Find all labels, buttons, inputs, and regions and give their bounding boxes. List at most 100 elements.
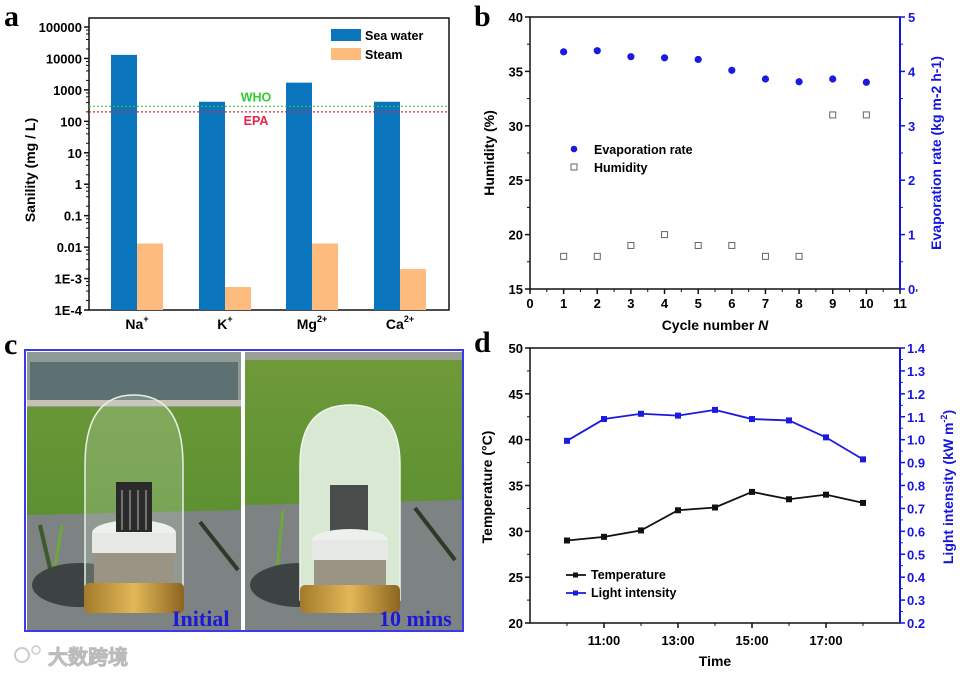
point-light-intensity bbox=[564, 437, 570, 444]
point-humidity bbox=[627, 241, 635, 249]
y-tick-label: 40 bbox=[509, 433, 523, 448]
x-tick-label: K+ bbox=[217, 314, 232, 332]
y-axis-label: Humidity (%) bbox=[481, 110, 497, 196]
bar-sea-water bbox=[286, 82, 312, 310]
point-humidity bbox=[829, 111, 837, 119]
point-evaporation-rate bbox=[761, 75, 770, 83]
point-evaporation-rate bbox=[627, 53, 635, 61]
point-humidity bbox=[728, 241, 736, 249]
point-evaporation-rate bbox=[694, 55, 702, 64]
point-light-intensity bbox=[749, 416, 755, 423]
y2-tick-label: 0.2 bbox=[907, 616, 925, 631]
y-tick-label: 1 bbox=[75, 177, 82, 192]
y2-tick-label: 1.4 bbox=[907, 341, 926, 356]
chart-d: 11:00 13:00 15:00 17:00 20 25 30 35 40 45 50 0.2 0.3… bbox=[479, 341, 956, 669]
point-light-intensity bbox=[638, 410, 644, 417]
caption-10-mins: 10 mins bbox=[379, 606, 452, 631]
plot-frame bbox=[529, 16, 901, 290]
y-tick-label: 35 bbox=[509, 479, 523, 494]
x-tick-label: 2 bbox=[594, 296, 601, 311]
x-tick-label: Ca2+ bbox=[386, 314, 414, 332]
y2-tick-label: 0.3 bbox=[907, 593, 925, 608]
point-temperature bbox=[749, 488, 755, 495]
point-temperature bbox=[564, 537, 570, 544]
point-temperature bbox=[601, 533, 607, 540]
y-tick-label: 0.01 bbox=[57, 240, 82, 255]
point-evaporation-rate bbox=[560, 48, 568, 56]
y2-tick-label: 1.1 bbox=[907, 410, 925, 425]
x-tick-label: 5 bbox=[695, 296, 702, 311]
point-evaporation-rate bbox=[728, 66, 736, 74]
watermark-logo-icon bbox=[14, 647, 30, 663]
x-tick-label: 6 bbox=[728, 296, 735, 311]
point-humidity bbox=[795, 252, 803, 260]
plot-frame bbox=[88, 17, 450, 311]
legend-swatch bbox=[331, 48, 361, 60]
bar-steam bbox=[225, 286, 251, 310]
point-temperature bbox=[823, 491, 829, 498]
legend-label: Steam bbox=[365, 48, 403, 62]
caption-initial: Initial bbox=[172, 606, 229, 631]
x-tick-label: 0 bbox=[526, 296, 533, 311]
point-temperature bbox=[675, 507, 681, 514]
reference-label-epa: EPA bbox=[244, 114, 269, 128]
point-evaporation-rate bbox=[660, 54, 669, 62]
legend-label: Light intensity bbox=[591, 586, 676, 600]
x-tick-label: 11:00 bbox=[588, 633, 621, 648]
bar-steam bbox=[312, 243, 338, 310]
y2-tick-label: 1.3 bbox=[907, 364, 925, 379]
y2-tick-label: 0.9 bbox=[907, 456, 925, 471]
panel-label-b: b bbox=[474, 0, 491, 33]
legend-swatch bbox=[331, 29, 361, 41]
y2-tick-label: 0.5 bbox=[907, 547, 925, 562]
point-light-intensity bbox=[823, 434, 829, 441]
bar-sea-water bbox=[199, 101, 225, 311]
bar-sea-water bbox=[374, 101, 400, 311]
x-tick-label: 13:00 bbox=[661, 633, 694, 648]
chart-a: 100000 10000 1000 100 10 1 0.1 0.01 1E-3 1E-4 Na+ K… bbox=[22, 17, 450, 332]
point-humidity bbox=[661, 231, 669, 239]
legend-label: Temperature bbox=[591, 568, 666, 582]
y-tick-label: 35 bbox=[509, 64, 523, 79]
point-light-intensity bbox=[601, 416, 607, 423]
y-tick-label: 25 bbox=[509, 570, 523, 585]
point-light-intensity bbox=[786, 417, 792, 424]
y2-axis-label: Light intensity (kW m-2) bbox=[939, 410, 956, 564]
y2-axis-label: Evaporation rate (kg m-2 h-1) bbox=[928, 56, 944, 250]
y2-tick-label: 1 bbox=[908, 228, 915, 243]
y-tick-label: 20 bbox=[509, 616, 523, 631]
y-tick-label: 10000 bbox=[46, 51, 82, 66]
y2-tick-label: 4 bbox=[908, 64, 916, 79]
y-tick-label: 1000 bbox=[53, 83, 82, 98]
y2-tick-label: 0 bbox=[908, 282, 915, 297]
point-humidity bbox=[862, 111, 870, 119]
x-tick-label: 8 bbox=[795, 296, 802, 311]
x-tick-label: 1 bbox=[560, 296, 567, 311]
x-tick-label: 10 bbox=[859, 296, 873, 311]
legend-marker bbox=[573, 572, 578, 578]
watermark: 大数跨境 bbox=[14, 645, 128, 669]
point-evaporation-rate bbox=[795, 78, 803, 86]
x-tick-label: 3 bbox=[627, 296, 634, 311]
point-humidity bbox=[560, 252, 568, 260]
panel-label-d: d bbox=[474, 326, 491, 359]
y-tick-label: 100000 bbox=[39, 20, 82, 35]
x-tick-label: 9 bbox=[829, 296, 836, 311]
line-light-intensity bbox=[566, 408, 864, 461]
x-tick-label: 4 bbox=[661, 296, 669, 311]
bar-sea-water bbox=[111, 54, 137, 311]
x-tick-label: 15:00 bbox=[735, 633, 768, 648]
y2-tick-label: 0.8 bbox=[907, 479, 925, 494]
legend-marker bbox=[573, 590, 578, 596]
x-tick-label: 17:00 bbox=[809, 633, 842, 648]
y-tick-label: 20 bbox=[509, 228, 523, 243]
y-tick-label: 30 bbox=[509, 119, 523, 134]
reference-label-who: WHO bbox=[241, 90, 272, 104]
x-tick-label: Na+ bbox=[125, 314, 148, 332]
line-temperature bbox=[566, 490, 864, 542]
photo-panel-c: Initial 10 mins bbox=[24, 349, 464, 632]
x-tick-label: Mg2+ bbox=[297, 314, 327, 332]
watermark-text: 大数跨境 bbox=[48, 645, 128, 669]
y-axis-label: Sanility (mg / L) bbox=[22, 118, 38, 222]
